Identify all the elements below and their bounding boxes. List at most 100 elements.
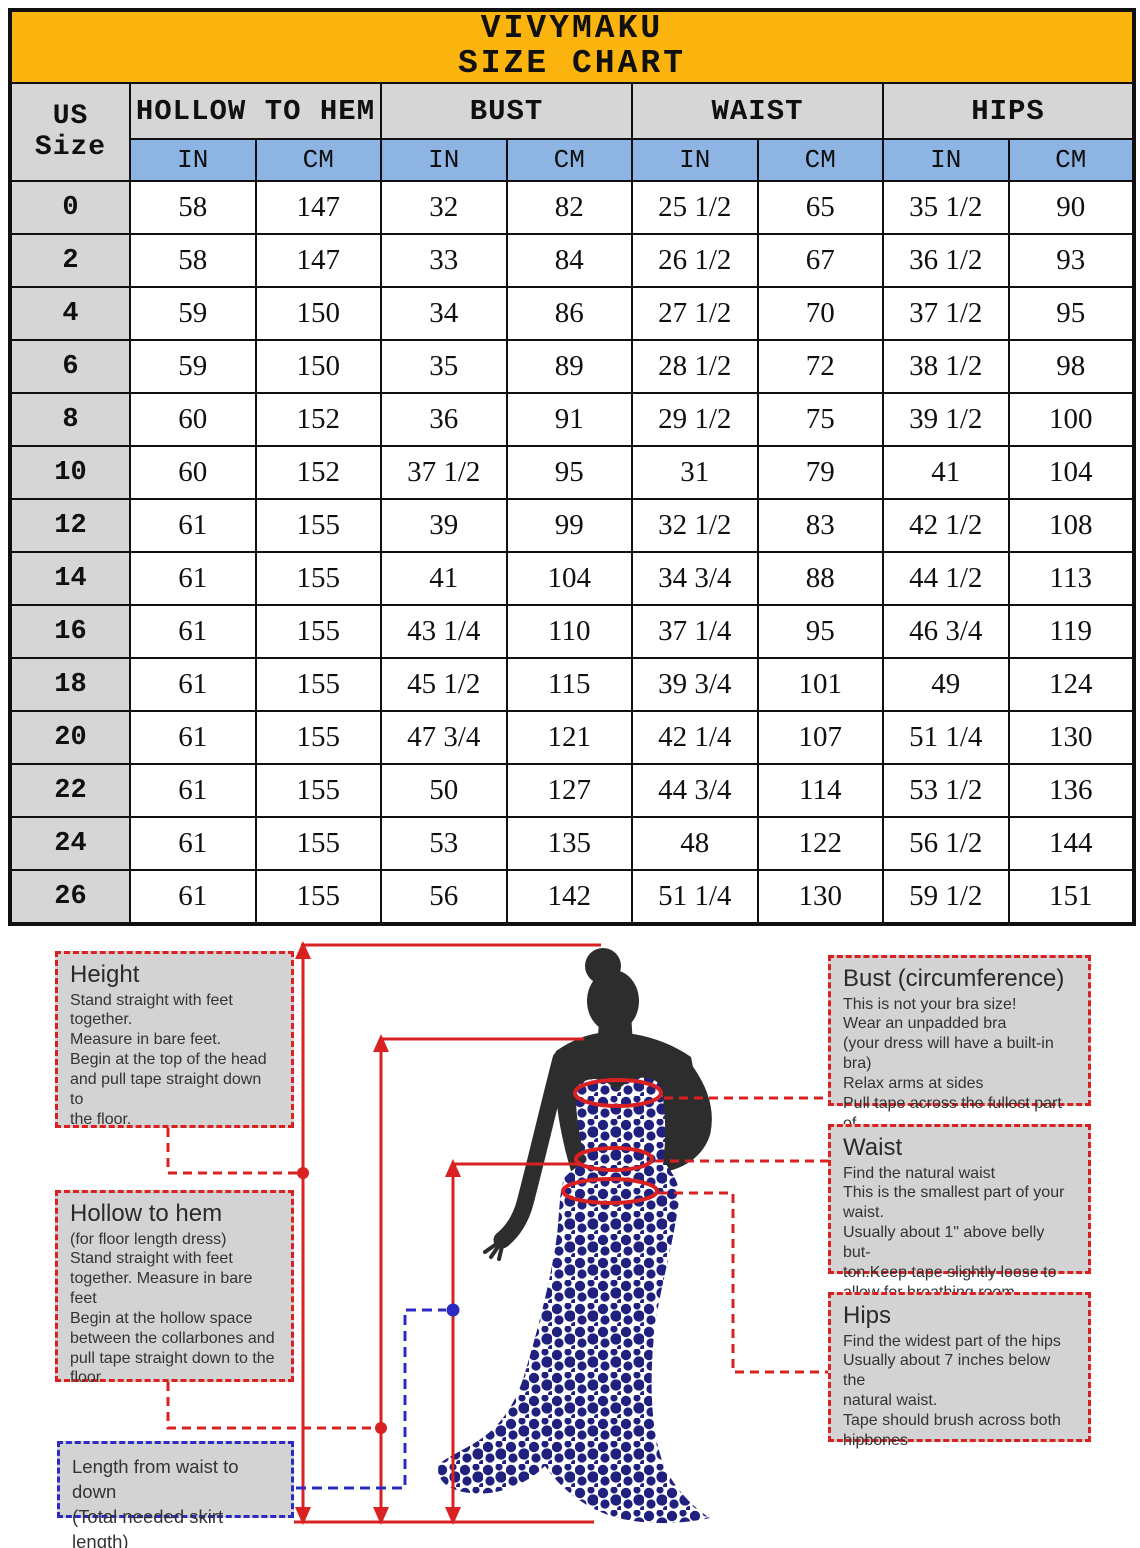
value-cell: 58: [129, 180, 257, 235]
value-cell: 82: [505, 180, 633, 235]
size-row: 26 61 155 56 142 51 1/4 130 59 1/2 151: [9, 869, 1136, 925]
height-down-arrow: [295, 1507, 311, 1525]
col-group-hips: HIPS: [881, 82, 1136, 140]
unit-header: CM: [505, 138, 633, 182]
waist-down-arrow: [445, 1507, 461, 1525]
waist-up-arrow: [445, 1159, 461, 1177]
measurement-lines: [294, 943, 601, 1524]
value-cell: 124: [1007, 657, 1136, 712]
brand-title: VIVYMAKU: [480, 10, 664, 48]
size-cell: 2: [9, 233, 131, 288]
height-anchor-dot: [297, 1167, 309, 1179]
size-row: 20 61 155 47 3/4 121 42 1/4 107 51 1/4 130: [9, 710, 1136, 765]
note-waist-length-body: Length from waist to down (Total needed …: [72, 1456, 239, 1548]
value-cell: 41: [882, 445, 1010, 500]
value-cell: 37 1/4: [631, 604, 759, 659]
left-arm: [493, 1050, 570, 1249]
size-table: VIVYMAKU SIZE CHART US Size HOLLOW TO HE…: [8, 8, 1137, 926]
value-cell: 144: [1007, 816, 1136, 871]
value-cell: 34 3/4: [631, 551, 759, 606]
value-cell: 61: [129, 816, 257, 871]
size-cell: 26: [9, 869, 131, 925]
col-group-hollow-to-hem: HOLLOW TO HEM: [129, 82, 382, 140]
value-cell: 130: [1007, 710, 1136, 765]
col-group-waist: WAIST: [631, 82, 884, 140]
group-header-row: US Size HOLLOW TO HEM BUST WAIST HIPS: [9, 82, 1136, 182]
value-cell: 72: [756, 339, 884, 394]
bust-tape-ellipse: [573, 1078, 663, 1108]
note-hollow-body: (for floor length dress) Stand straight …: [70, 1230, 275, 1387]
unit-header: CM: [756, 138, 884, 182]
value-cell: 155: [254, 604, 382, 659]
note-height-title: Height: [70, 961, 140, 988]
value-cell: 121: [505, 710, 633, 765]
us-size-header: US Size: [9, 82, 131, 182]
value-cell: 155: [254, 869, 382, 925]
note-hips-title: Hips: [843, 1302, 892, 1329]
value-cell: 151: [1007, 869, 1136, 925]
value-cell: 108: [1007, 498, 1136, 553]
value-cell: 95: [505, 445, 633, 500]
value-cell: 99: [505, 498, 633, 553]
value-cell: 61: [129, 657, 257, 712]
value-cell: 44 3/4: [631, 763, 759, 818]
value-cell: 147: [254, 233, 382, 288]
note-height: Height Stand straight with feet together…: [55, 951, 294, 1128]
value-cell: 37 1/2: [380, 445, 508, 500]
value-cell: 51 1/4: [631, 869, 759, 925]
value-cell: 58: [129, 233, 257, 288]
value-cell: 65: [756, 180, 884, 235]
value-cell: 44 1/2: [882, 551, 1010, 606]
value-cell: 155: [254, 763, 382, 818]
note-waist-body: Find the natural waist This is the small…: [843, 1164, 1065, 1301]
value-cell: 31: [631, 445, 759, 500]
measurement-figure-svg: [166, 941, 828, 1525]
value-cell: 28 1/2: [631, 339, 759, 394]
red-dashed-connectors: [166, 1096, 828, 1430]
value-cell: 32 1/2: [631, 498, 759, 553]
size-row: 8 60 152 36 91 29 1/2 75 39 1/2 100: [9, 392, 1136, 447]
value-cell: 39: [380, 498, 508, 553]
value-cell: 130: [756, 869, 884, 925]
value-cell: 45 1/2: [380, 657, 508, 712]
unit-header: IN: [631, 138, 759, 182]
value-cell: 155: [254, 816, 382, 871]
value-cell: 49: [882, 657, 1010, 712]
size-table-head: VIVYMAKU SIZE CHART US Size HOLLOW TO HE…: [8, 9, 1136, 182]
hollow-down-arrow: [373, 1507, 389, 1525]
value-cell: 107: [756, 710, 884, 765]
value-cell: 155: [254, 498, 382, 553]
hollow-note-connector: [166, 1382, 375, 1430]
value-cell: 36 1/2: [882, 233, 1010, 288]
value-cell: 39 3/4: [631, 657, 759, 712]
hollow-anchor-dot: [375, 1422, 387, 1434]
value-cell: 115: [505, 657, 633, 712]
value-cell: 83: [756, 498, 884, 553]
value-cell: 43 1/4: [380, 604, 508, 659]
value-cell: 51 1/4: [882, 710, 1010, 765]
size-cell: 20: [9, 710, 131, 765]
unit-header: CM: [1007, 138, 1136, 182]
size-cell: 12: [9, 498, 131, 553]
size-cell: 0: [9, 180, 131, 235]
value-cell: 90: [1007, 180, 1136, 235]
value-cell: 48: [631, 816, 759, 871]
value-cell: 53 1/2: [882, 763, 1010, 818]
size-row: 2 58 147 33 84 26 1/2 67 36 1/2 93: [9, 233, 1136, 288]
note-bust: Bust (circumference) This is not your br…: [828, 955, 1091, 1151]
value-cell: 152: [254, 392, 382, 447]
value-cell: 61: [129, 498, 257, 553]
size-table-body: 0 58 147 32 82 25 1/2 65 35 1/2 90 2 58 147 33 84 26 1…: [9, 180, 1136, 925]
size-cell: 18: [9, 657, 131, 712]
value-cell: 32: [380, 180, 508, 235]
value-cell: 61: [129, 763, 257, 818]
value-cell: 155: [254, 710, 382, 765]
value-cell: 27 1/2: [631, 286, 759, 341]
chart-title: VIVYMAKU SIZE CHART: [8, 9, 1136, 84]
note-hollow-to-hem: Hollow to hem (for floor length dress) S…: [55, 1190, 294, 1386]
value-cell: 88: [756, 551, 884, 606]
size-row: 4 59 150 34 86 27 1/2 70 37 1/2 95: [9, 286, 1136, 341]
height-up-arrow: [295, 941, 311, 959]
size-cell: 22: [9, 763, 131, 818]
